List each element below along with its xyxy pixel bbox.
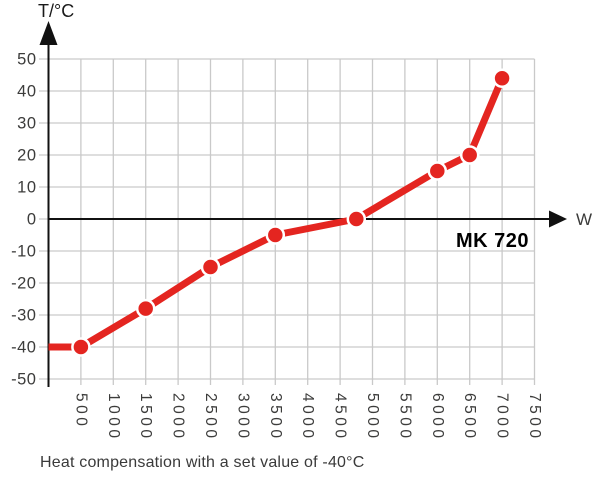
data-point-marker [346,209,367,229]
chart-caption: Heat compensation with a set value of -4… [40,454,365,471]
x-tick-label: 6000 [429,393,446,441]
y-tick-label: -20 [11,275,36,293]
series-label: MK 720 [456,230,529,252]
y-tick-label: -50 [11,371,36,389]
y-tick-label: 0 [27,211,37,229]
grid-lines [39,58,536,385]
x-axis-title: W [576,210,592,229]
data-point-marker [459,145,480,165]
axes [39,21,567,387]
data-series [48,68,512,357]
x-tick-label: 5500 [396,393,413,441]
x-tick-label: 4500 [332,393,349,441]
y-tick-label: 50 [17,51,36,69]
y-tick-label: -40 [11,339,36,357]
x-tick-label: 1000 [105,393,122,441]
tick-labels: 50 40 30 20 10 0 -10 -20 -30 -40 -50 500 1000 1500 200… [11,51,543,442]
x-tick-label: 3500 [267,393,284,441]
y-tick-label: 20 [17,147,36,165]
x-tick-label: 4000 [299,393,316,441]
data-point-marker [492,68,512,88]
x-tick-label: 2000 [170,393,187,441]
x-tick-label: 3000 [234,393,251,441]
data-point-marker [427,161,448,181]
data-point-marker [71,337,91,357]
y-tick-label: 10 [17,179,36,197]
data-point-marker [200,257,221,277]
x-tick-label: 7500 [526,393,543,441]
y-axis-title: T/°C [38,1,74,21]
x-tick-label: 500 [72,393,89,429]
y-axis-arrowhead [39,21,58,45]
x-tick-label: 7000 [494,393,511,441]
data-point-marker [135,298,156,319]
x-tick-label: 2500 [202,393,219,441]
x-tick-label: 5000 [364,393,381,441]
x-tick-label: 6500 [461,393,478,441]
y-tick-label: -10 [11,243,36,261]
x-axis-arrowhead [549,210,567,228]
y-tick-label: -30 [11,307,36,325]
data-point-marker [265,225,286,245]
y-tick-label: 30 [17,115,36,133]
y-tick-label: 40 [17,83,36,101]
x-tick-label: 1500 [137,393,154,441]
